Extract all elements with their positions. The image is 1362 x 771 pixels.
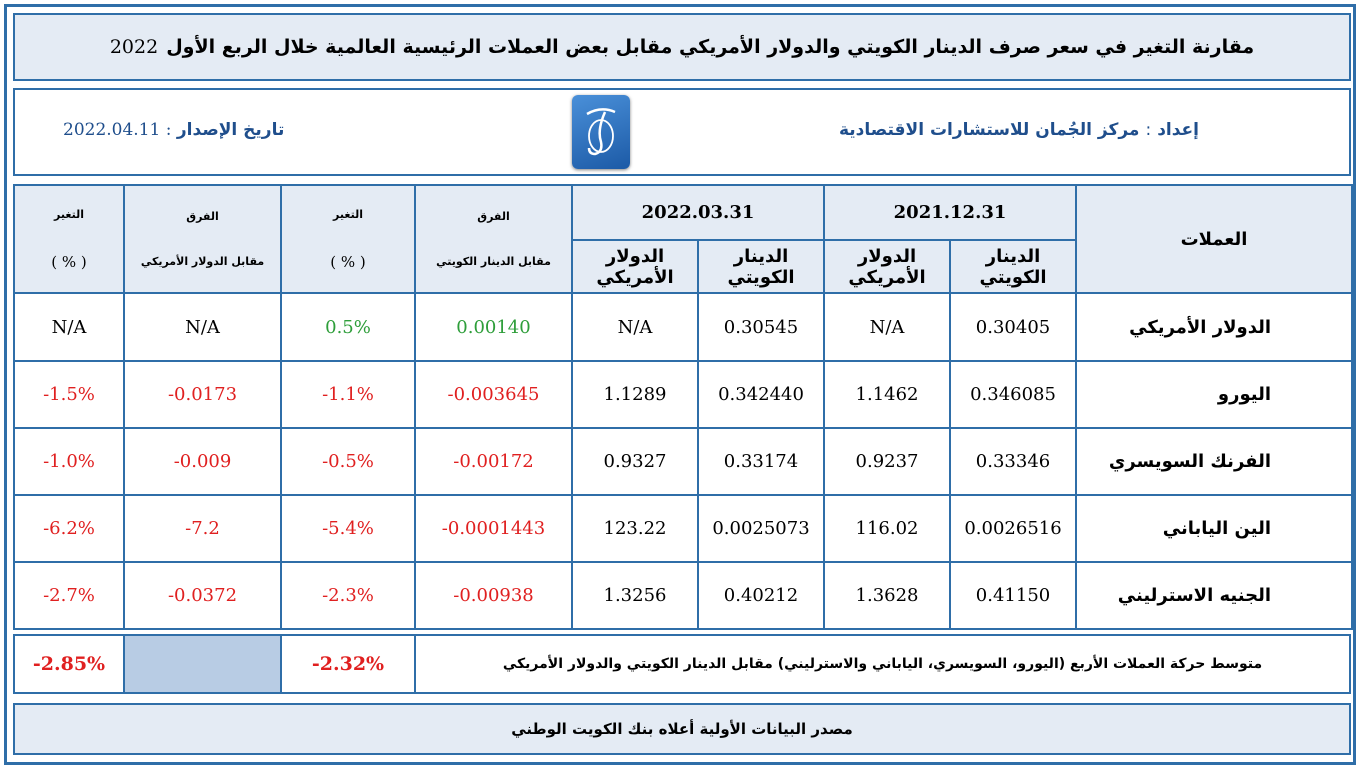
cell-chg-kwd: -2.3% [280,561,416,630]
cell-chg-usd: -2.7% [13,561,125,630]
cell-kwd1: 0.0026516 [949,494,1078,563]
info-bar: إعداد:مركز الجُمان للاستشارات الاقتصادية… [13,88,1351,176]
header-usd-change: التغير ( % ) [13,184,125,294]
cell-usd2: 1.3256 [571,561,699,630]
currency-name: الدولار الأمريكي [1129,316,1272,338]
logo-icon [572,95,630,169]
issue-label: تاريخ الإصدار [176,120,285,140]
cell-diff-usd: -7.2 [123,494,282,563]
header-pct: ( % ) [51,252,87,271]
cell-chg-usd: -1.5% [13,360,125,429]
prepared-label: إعداد [1157,120,1199,140]
cell-diff-usd: -0.0173 [123,360,282,429]
cell-kwd1: 0.33346 [949,427,1078,496]
issue-date: تاريخ الإصدار : 2022.04.11 [63,120,284,140]
header-usd-diff: الفرق مقابل الدولار الأمريكي [123,184,282,294]
cell-chg-kwd: 0.5% [280,292,416,362]
cell-chg-kwd: -5.4% [280,494,416,563]
cell-usd1: 1.1462 [823,360,952,429]
cell-usd1: 1.3628 [823,561,952,630]
cell-usd1: N/A [823,292,952,362]
data-source: مصدر البيانات الأولية أعلاه بنك الكويت ا… [13,703,1351,755]
table-row: -2.7% -0.0372 -2.3% -0.00938 1.3256 0.40… [13,561,1354,630]
cell-chg-usd: -6.2% [13,494,125,563]
prepared-by: إعداد:مركز الجُمان للاستشارات الاقتصادية [839,120,1199,140]
table-row: -6.2% -7.2 -5.4% -0.0001443 123.22 0.002… [13,494,1354,563]
prepared-by-value: مركز الجُمان للاستشارات الاقتصادية [838,120,1140,140]
prepared-colon: : [1145,120,1152,140]
header-date-2: 2022.03.31 [570,184,826,241]
cell-kwd2: 0.342440 [696,360,826,429]
cell-usd2: 0.9327 [571,427,699,496]
cell-kwd2: 0.0025073 [696,494,826,563]
cell-currency: اليورو [1075,360,1354,429]
header-diff-vs-kwd: مقابل الدينار الكويتي [436,255,551,268]
title-text: مقارنة التغير في سعر صرف الدينار الكويتي… [166,36,1255,58]
header-diff-label: الفرق [477,210,510,223]
cell-currency: الجنيه الاسترليني [1075,561,1354,630]
cell-usd1: 0.9237 [823,427,952,496]
table-row: -1.0% -0.009 -0.5% -0.00172 0.9327 0.331… [13,427,1354,496]
cell-currency: الدولار الأمريكي [1075,292,1354,362]
header-kwd-change: التغير ( % ) [280,184,416,294]
cell-usd1: 116.02 [823,494,952,563]
table-row: N/A N/A 0.5% 0.00140 N/A 0.30545 N/A 0.3… [13,292,1354,362]
issue-date-value: 2022.04.11 [63,120,161,140]
header-kwd-diff: الفرق مقابل الدينار الكويتي [414,184,573,294]
cell-diff-usd: N/A [123,292,282,362]
header-pct: ( % ) [330,252,366,271]
header-usd-col: الدولار الأمريكي [823,239,952,294]
cell-diff-kwd: -0.0001443 [414,494,573,563]
cell-diff-usd: -0.0372 [123,561,282,630]
title-year: 2022 [109,36,159,58]
average-row: -2.85% -2.32% متوسط حركة العملات الأربع … [13,634,1351,694]
logo-glyph [586,108,616,156]
header-usd-col: الدولار الأمريكي [571,239,699,294]
table-row: -1.5% -0.0173 -1.1% -0.003645 1.1289 0.3… [13,360,1354,429]
cell-kwd1: 0.30405 [949,292,1078,362]
currency-name: الفرنك السويسري [1108,451,1272,472]
cell-diff-kwd: -0.003645 [414,360,573,429]
cell-diff-kwd: -0.00938 [414,561,573,630]
avg-description: متوسط حركة العملات الأربع (اليورو، السوي… [414,634,1351,694]
cell-currency: الفرنك السويسري [1075,427,1354,496]
issue-colon: : [165,120,172,140]
header-change-label: التغير [333,207,363,221]
cell-chg-kwd: -0.5% [280,427,416,496]
cell-kwd2: 0.30545 [696,292,826,362]
header-change-label: التغير [54,207,84,221]
avg-vs-usd: -2.85% [13,634,125,694]
currency-name: الين الياباني [1162,518,1272,539]
cell-chg-kwd: -1.1% [280,360,416,429]
report-title: مقارنة التغير في سعر صرف الدينار الكويتي… [13,13,1351,81]
header-kwd-col: الدينار الكويتي [696,239,826,294]
cell-chg-usd: -1.0% [13,427,125,496]
exchange-rate-table: التغير ( % ) الفرق مقابل الدولار الأمريك… [13,184,1354,630]
header-currencies: العملات [1075,184,1354,294]
cell-usd2: 1.1289 [571,360,699,429]
cell-chg-usd: N/A [13,292,125,362]
header-diff-label: الفرق [186,210,219,223]
avg-vs-kwd: -2.32% [280,634,416,694]
cell-diff-kwd: -0.00172 [414,427,573,496]
avg-empty-cell [123,634,282,694]
cell-currency: الين الياباني [1075,494,1354,563]
header-date-1: 2021.12.31 [823,184,1078,241]
header-kwd-col: الدينار الكويتي [949,239,1078,294]
cell-kwd2: 0.33174 [696,427,826,496]
cell-kwd2: 0.40212 [696,561,826,630]
cell-kwd1: 0.41150 [949,561,1078,630]
currency-name: اليورو [1217,384,1272,405]
cell-usd2: 123.22 [571,494,699,563]
cell-usd2: N/A [571,292,699,362]
header-diff-vs-usd: مقابل الدولار الأمريكي [140,255,265,268]
cell-kwd1: 0.346085 [949,360,1078,429]
currency-name: الجنيه الاسترليني [1117,585,1272,606]
cell-diff-usd: -0.009 [123,427,282,496]
cell-diff-kwd: 0.00140 [414,292,573,362]
